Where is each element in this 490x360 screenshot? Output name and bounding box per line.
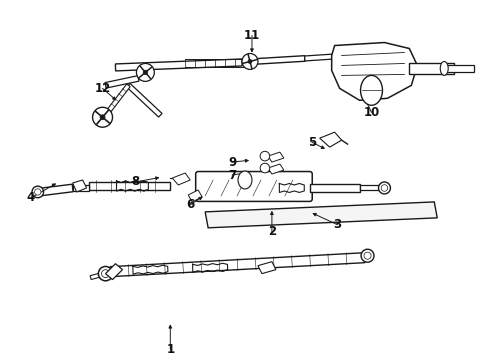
Text: 9: 9 [228,156,236,168]
Polygon shape [89,182,171,190]
Circle shape [381,185,388,191]
Text: 12: 12 [95,82,111,95]
Polygon shape [193,263,228,272]
Polygon shape [110,253,365,276]
Polygon shape [205,202,437,228]
Polygon shape [441,65,474,72]
Text: 8: 8 [131,175,140,189]
FancyBboxPatch shape [196,171,312,201]
Text: 4: 4 [26,192,35,204]
Polygon shape [105,76,139,88]
Polygon shape [105,264,122,280]
Ellipse shape [440,62,448,75]
Text: 2: 2 [268,225,276,238]
Text: 11: 11 [244,29,260,42]
Text: 3: 3 [334,218,342,231]
Text: 10: 10 [364,106,380,119]
Polygon shape [117,181,148,191]
Polygon shape [279,184,304,193]
Polygon shape [188,190,202,202]
Polygon shape [409,63,454,74]
Polygon shape [90,272,106,280]
Circle shape [98,266,113,281]
Polygon shape [133,265,168,274]
Circle shape [242,54,258,69]
Text: 7: 7 [228,168,236,181]
Circle shape [378,182,391,194]
Polygon shape [332,42,417,100]
Polygon shape [104,84,130,117]
Text: 5: 5 [308,136,316,149]
Polygon shape [258,262,276,274]
Circle shape [35,189,41,195]
Polygon shape [73,185,89,191]
Polygon shape [305,54,335,61]
Circle shape [32,186,44,198]
Circle shape [364,252,371,259]
Polygon shape [172,173,190,185]
Polygon shape [73,180,87,192]
Polygon shape [40,184,73,196]
Text: 1: 1 [166,343,174,356]
Ellipse shape [238,171,252,189]
Polygon shape [360,185,382,190]
Circle shape [93,107,113,127]
Circle shape [260,151,270,161]
Polygon shape [115,59,242,71]
Polygon shape [319,132,342,147]
Polygon shape [268,164,284,174]
Circle shape [100,115,105,120]
Circle shape [143,70,147,75]
Circle shape [260,163,270,173]
Polygon shape [310,184,360,192]
Circle shape [136,63,154,81]
Circle shape [101,270,109,278]
Polygon shape [268,152,284,162]
Text: 6: 6 [186,198,195,211]
Ellipse shape [361,75,383,105]
Circle shape [248,59,252,63]
Polygon shape [255,56,305,64]
Polygon shape [127,84,162,117]
Circle shape [361,249,374,262]
